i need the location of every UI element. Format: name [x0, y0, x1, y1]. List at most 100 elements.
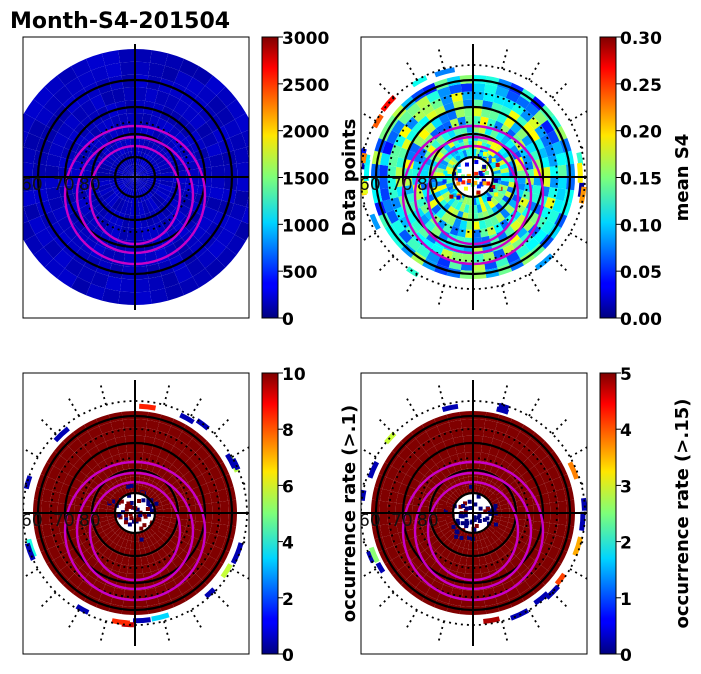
colorbar-tick-label: 4	[282, 534, 294, 554]
meridian-tick	[41, 591, 57, 607]
colorbar-tick-label: 0.25	[620, 76, 662, 96]
data-cell	[420, 170, 429, 177]
data-cell	[123, 170, 135, 177]
data-cell	[202, 542, 215, 556]
data-cell	[466, 557, 473, 566]
data-cell	[23, 147, 37, 164]
data-cell	[142, 523, 147, 528]
data-cell	[98, 136, 112, 150]
data-cell	[142, 530, 150, 540]
data-cell	[75, 196, 91, 209]
data-cell	[521, 190, 532, 201]
data-cell	[416, 533, 428, 544]
data-cell	[492, 494, 497, 499]
data-cell	[491, 518, 501, 524]
data-cell	[405, 211, 419, 225]
data-cell	[369, 213, 381, 231]
data-cell	[71, 183, 86, 194]
data-cell	[500, 508, 510, 513]
data-cell	[499, 499, 509, 506]
data-cell	[496, 113, 508, 125]
data-cell	[80, 464, 92, 476]
data-cell	[101, 523, 111, 532]
data-cell	[420, 238, 435, 252]
data-cell	[211, 501, 221, 513]
data-cell	[149, 210, 161, 225]
data-cell	[98, 204, 112, 218]
data-cell	[179, 196, 195, 209]
data-cell	[159, 180, 174, 187]
data-cell	[148, 224, 160, 239]
data-cell	[7, 177, 21, 194]
data-cell	[23, 221, 36, 241]
data-cell	[450, 199, 459, 209]
data-cell	[404, 520, 415, 531]
data-cell	[436, 508, 446, 513]
colorbar-tick-label: 0.00	[620, 310, 662, 330]
data-cell	[96, 167, 111, 174]
data-cell	[382, 535, 394, 549]
data-cell	[48, 142, 65, 158]
data-cell	[455, 176, 460, 181]
data-cell	[473, 253, 485, 263]
data-cell	[106, 487, 116, 496]
data-cell	[476, 190, 481, 195]
data-cell	[438, 449, 450, 461]
data-cell	[456, 195, 461, 200]
data-cell	[540, 542, 553, 556]
data-cell	[473, 540, 478, 550]
meridian-tick	[68, 609, 80, 628]
data-cell	[110, 115, 122, 130]
data-cell	[135, 166, 145, 177]
data-cell	[246, 146, 249, 161]
data-cell	[53, 555, 68, 571]
data-cell	[459, 539, 466, 549]
data-cell	[187, 478, 199, 490]
data-cell	[117, 444, 128, 455]
data-cell	[418, 225, 431, 239]
data-cell	[28, 216, 47, 235]
data-cell	[53, 249, 73, 269]
data-cell	[42, 524, 53, 538]
data-cell	[80, 550, 92, 562]
meridian-tick	[580, 481, 587, 485]
data-cell	[109, 532, 118, 542]
data-cell	[495, 131, 506, 142]
data-cell	[398, 124, 412, 139]
data-cell	[145, 528, 153, 538]
data-cell	[493, 430, 506, 442]
data-cell	[458, 514, 463, 519]
data-cell	[23, 206, 29, 224]
data-cell	[177, 561, 190, 575]
data-cell	[435, 208, 446, 219]
data-cell	[478, 506, 483, 511]
data-cell	[102, 548, 113, 559]
data-cell	[460, 419, 473, 429]
data-cell	[141, 113, 152, 128]
data-cell	[424, 556, 436, 568]
data-cell	[552, 535, 564, 549]
data-cell	[115, 199, 126, 213]
data-cell	[500, 471, 511, 482]
data-cell	[416, 197, 428, 208]
data-cell	[146, 554, 156, 565]
data-cell	[440, 548, 451, 559]
data-cell	[458, 504, 463, 509]
data-cell	[90, 271, 109, 289]
data-cell	[161, 499, 171, 506]
meridian-tick	[406, 273, 418, 292]
data-cell	[107, 195, 120, 208]
data-cell	[173, 438, 188, 452]
data-cell	[390, 197, 402, 210]
data-cell	[44, 535, 56, 549]
data-cell	[135, 74, 149, 89]
meridian-tick	[242, 481, 249, 485]
data-cell	[439, 523, 449, 532]
data-cell	[119, 452, 129, 462]
data-cell	[145, 507, 150, 512]
data-cell	[393, 206, 406, 220]
data-cell	[533, 513, 543, 523]
data-cell	[498, 402, 510, 411]
data-cell	[424, 220, 436, 232]
